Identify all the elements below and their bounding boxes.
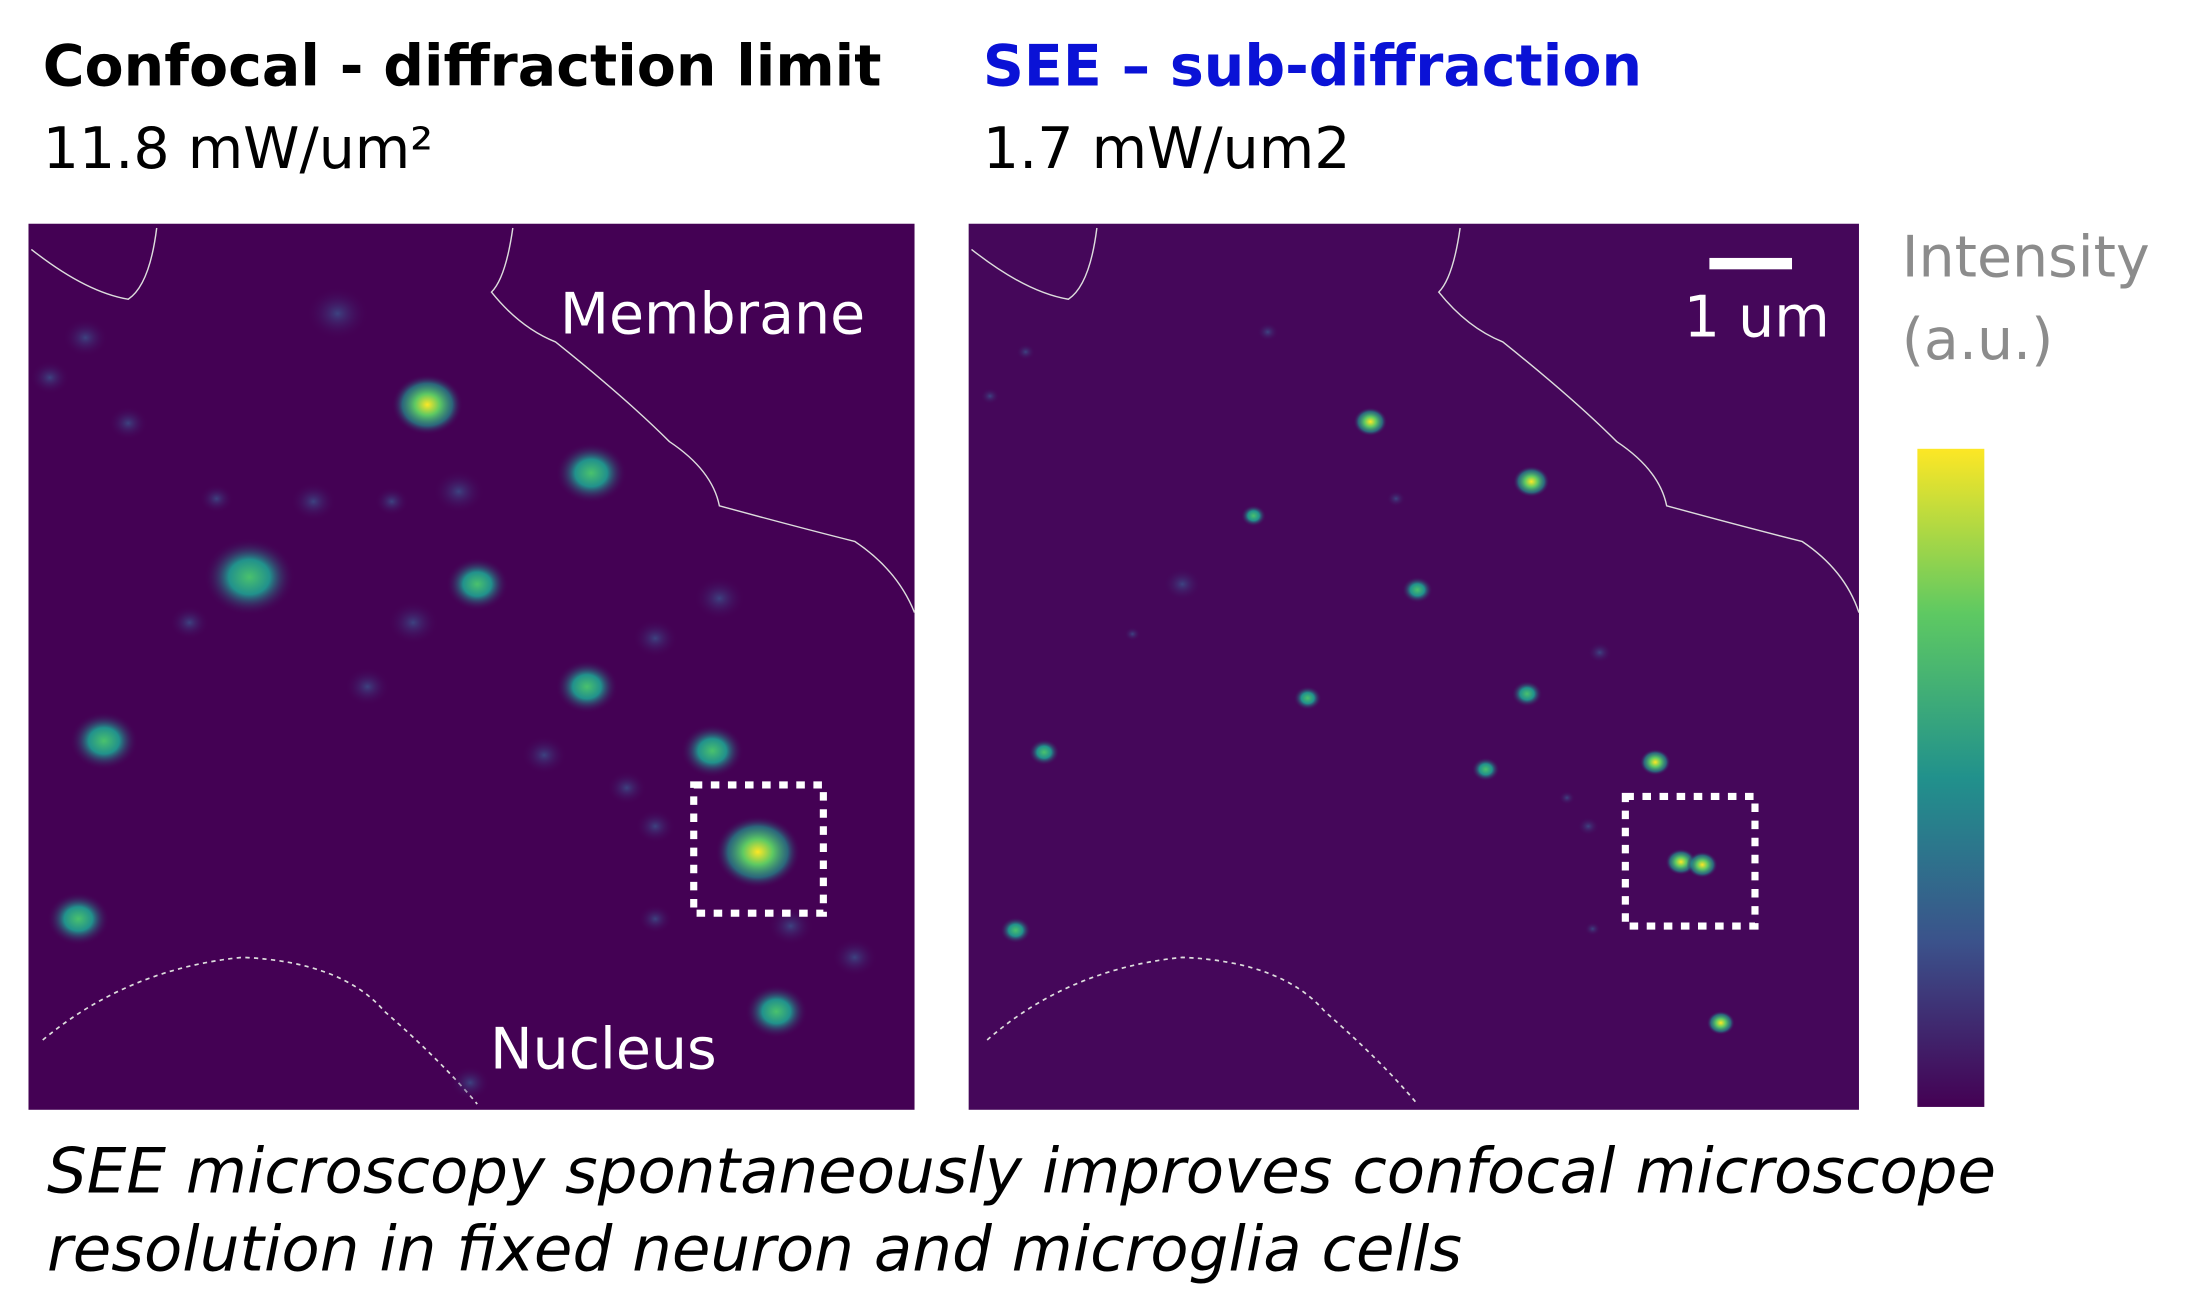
fluorescent-spot [199, 484, 234, 514]
fluorescent-spot [745, 984, 808, 1039]
zoom-box [1621, 792, 1759, 930]
fluorescent-spot [1162, 567, 1203, 602]
fluorescent-spot [1015, 343, 1036, 361]
fluorescent-spot [638, 904, 673, 934]
left-title: Confocal - diffraction limit [43, 34, 882, 100]
right-power: 1.7 mW/um2 [983, 116, 1351, 182]
nucleus-outline [986, 956, 1419, 1105]
fluorescent-spot [1706, 1010, 1736, 1035]
fluorescent-spot [169, 605, 210, 640]
fluorescent-spot [521, 735, 567, 775]
fluorescent-spot [69, 711, 139, 770]
right-title: SEE – sub-diffraction [983, 34, 1642, 100]
fluorescent-spot [1123, 626, 1142, 642]
caption-line: resolution in fixed neuron and microglia… [47, 1213, 1462, 1286]
nucleus-label: Nucleus [490, 1016, 717, 1082]
scale-bar-label: 1 um [1684, 284, 1830, 350]
fluorescent-spot [29, 360, 70, 395]
fluorescent-spot [1639, 748, 1671, 776]
left-power: 11.8 mW/um² [43, 116, 433, 182]
fluorescent-spot [1586, 641, 1613, 664]
image-background [28, 223, 915, 1110]
fluorescent-spot [1256, 322, 1280, 342]
fluorescent-spot [1028, 738, 1060, 766]
fluorescent-spot [555, 442, 627, 504]
fluorescent-spot [606, 770, 647, 805]
fluorescent-spot [1293, 685, 1322, 711]
fluorescent-spot [433, 469, 485, 514]
fluorescent-spot [445, 557, 509, 611]
fluorescent-spot [374, 486, 409, 517]
nucleus-outline [42, 956, 478, 1105]
fluorescent-spot [344, 667, 391, 707]
fluorescent-spot [450, 1065, 491, 1100]
colorbar [1917, 448, 1985, 1107]
colorbar-label: Intensity [1902, 224, 2150, 290]
fluorescent-spot [1511, 680, 1543, 708]
membrane-label: Membrane [560, 281, 865, 347]
fluorescent-spot [999, 916, 1032, 944]
fluorescent-spot [715, 815, 801, 889]
fluorescent-spot [1512, 465, 1550, 498]
fluorescent-spot [632, 618, 679, 658]
fluorescent-spot [47, 892, 110, 946]
caption-line: SEE microscopy spontaneously improves co… [47, 1134, 1996, 1207]
fluorescent-spot [1558, 790, 1576, 806]
membrane-outline [30, 227, 916, 613]
fluorescent-spot [1471, 757, 1500, 782]
colorbar-label: (a.u.) [1902, 307, 2054, 373]
membrane-outline [971, 227, 1860, 613]
fluorescent-spot [680, 724, 744, 778]
fluorescent-spot [108, 406, 149, 441]
fluorescent-spot [635, 809, 676, 844]
fluorescent-spot [1576, 816, 1600, 836]
fluorescent-spot [62, 318, 109, 358]
fluorescent-spot [555, 660, 619, 714]
fluorescent-spot [1353, 407, 1388, 437]
fluorescent-spot [1401, 576, 1434, 604]
confocal-image [28, 223, 916, 1110]
fluorescent-spot [387, 600, 439, 645]
fluorescent-spot [693, 576, 746, 621]
fluorescent-spot [980, 387, 1000, 405]
fluorescent-spot [1686, 851, 1718, 879]
fluorescent-spot [1386, 490, 1406, 508]
fluorescent-spot [306, 286, 369, 341]
fluorescent-spot [290, 482, 337, 521]
fluorescent-spot [1240, 504, 1267, 527]
fluorescent-spot [203, 538, 295, 616]
see-image [968, 223, 1860, 1110]
fluorescent-spot [1584, 921, 1602, 937]
zoom-box [690, 781, 827, 917]
scale-bar [1709, 257, 1793, 270]
image-background [968, 223, 1859, 1110]
fluorescent-spot [831, 937, 878, 977]
fluorescent-spot [391, 374, 463, 435]
